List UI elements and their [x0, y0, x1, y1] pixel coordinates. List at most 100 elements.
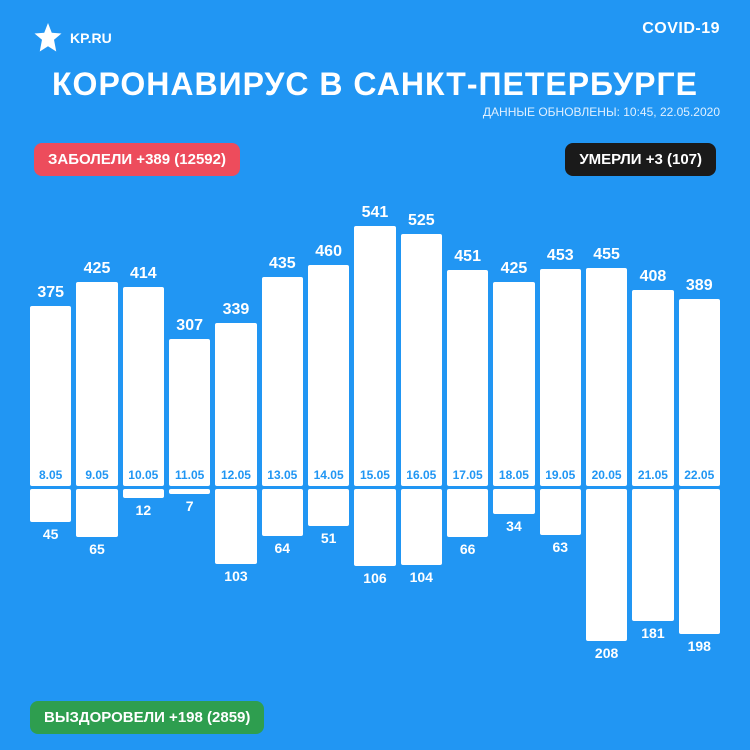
bar-infected-value: 455: [586, 246, 627, 264]
chart-column: 45117.0566: [447, 190, 488, 660]
bar-date-label: 17.05: [447, 468, 488, 482]
bar-infected: 40821.05: [632, 290, 673, 486]
bar-infected: 45117.05: [447, 270, 488, 486]
bar-infected: 42518.05: [493, 282, 534, 486]
bar-infected-value: 425: [76, 260, 117, 278]
bar-date-label: 20.05: [586, 468, 627, 482]
chart-column: 43513.0564: [262, 190, 303, 660]
chart-column: 52516.05104: [401, 190, 442, 660]
bar-recovered-value: 64: [262, 540, 303, 556]
chart-column: 45520.05208: [586, 190, 627, 660]
chart-column: 42518.0534: [493, 190, 534, 660]
bar-infected: 43513.05: [262, 277, 303, 486]
bar-recovered-value: 12: [123, 502, 164, 518]
bar-date-label: 22.05: [679, 468, 720, 482]
bar-recovered-value: 66: [447, 541, 488, 557]
bar-recovered: 7: [169, 489, 210, 494]
badge-recovered: ВЫЗДОРОВЕЛИ +198 (2859): [30, 701, 264, 734]
bar-infected: 46014.05: [308, 265, 349, 486]
infographic-container: KP.RU COVID-19 КОРОНАВИРУС В САНКТ-ПЕТЕР…: [0, 0, 750, 750]
chart-column: 54115.05106: [354, 190, 395, 660]
chart-column: 33912.05103: [215, 190, 256, 660]
bar-recovered: 181: [632, 489, 673, 621]
bar-date-label: 15.05: [354, 468, 395, 482]
bar-recovered: 65: [76, 489, 117, 536]
badge-infected: ЗАБОЛЕЛИ +389 (12592): [34, 143, 240, 176]
bar-recovered: 103: [215, 489, 256, 564]
bar-infected-value: 541: [354, 204, 395, 222]
bar-recovered: 12: [123, 489, 164, 498]
bar-infected: 45520.05: [586, 268, 627, 486]
bar-infected: 4259.05: [76, 282, 117, 486]
bar-recovered-value: 63: [540, 539, 581, 555]
header: KP.RU COVID-19: [30, 20, 720, 56]
bar-recovered-value: 51: [308, 530, 349, 546]
bar-recovered-value: 208: [586, 645, 627, 661]
bar-infected-value: 375: [30, 284, 71, 302]
chart-column: 46014.0551: [308, 190, 349, 660]
bar-infected-value: 389: [679, 277, 720, 295]
bar-recovered-value: 45: [30, 526, 71, 542]
bar-date-label: 18.05: [493, 468, 534, 482]
bar-recovered: 106: [354, 489, 395, 566]
bar-infected: 41410.05: [123, 287, 164, 486]
bar-infected-value: 425: [493, 260, 534, 278]
chart-column: 41410.0512: [123, 190, 164, 660]
bar-infected-value: 339: [215, 301, 256, 319]
bar-recovered: 34: [493, 489, 534, 514]
bar-infected: 30711.05: [169, 339, 210, 486]
bar-recovered: 51: [308, 489, 349, 526]
bar-date-label: 16.05: [401, 468, 442, 482]
bar-date-label: 9.05: [76, 468, 117, 482]
bar-infected-value: 451: [447, 248, 488, 266]
bar-infected-value: 460: [308, 243, 349, 261]
chart-column: 30711.057: [169, 190, 210, 660]
bar-date-label: 21.05: [632, 468, 673, 482]
bar-infected: 38922.05: [679, 299, 720, 486]
bar-infected-value: 435: [262, 255, 303, 273]
bar-recovered-value: 34: [493, 518, 534, 534]
badge-deaths: УМЕРЛИ +3 (107): [565, 143, 716, 176]
bar-recovered-value: 65: [76, 541, 117, 557]
updated-timestamp: ДАННЫЕ ОБНОВЛЕНЫ: 10:45, 22.05.2020: [30, 105, 720, 119]
bar-date-label: 10.05: [123, 468, 164, 482]
covid-label: COVID-19: [642, 20, 720, 38]
bar-infected-value: 307: [169, 317, 210, 335]
bar-infected: 33912.05: [215, 323, 256, 486]
page-title: КОРОНАВИРУС В САНКТ-ПЕТЕРБУРГЕ: [30, 66, 720, 103]
bar-infected-value: 525: [401, 212, 442, 230]
bar-date-label: 19.05: [540, 468, 581, 482]
bar-date-label: 8.05: [30, 468, 71, 482]
bar-date-label: 11.05: [169, 468, 210, 482]
chart-column: 3758.0545: [30, 190, 71, 660]
bar-infected: 54115.05: [354, 226, 395, 486]
bar-date-label: 14.05: [308, 468, 349, 482]
bar-recovered: 64: [262, 489, 303, 536]
chart-column: 40821.05181: [632, 190, 673, 660]
bar-recovered: 63: [540, 489, 581, 535]
chart-column: 4259.0565: [76, 190, 117, 660]
bar-recovered-value: 181: [632, 625, 673, 641]
bar-recovered: 66: [447, 489, 488, 537]
brand-logo: KP.RU: [30, 20, 112, 56]
badge-recovered-wrap: ВЫЗДОРОВЕЛИ +198 (2859): [30, 701, 264, 734]
bar-date-label: 13.05: [262, 468, 303, 482]
bar-chart: 3758.05454259.056541410.051230711.057339…: [30, 190, 720, 660]
bar-recovered-value: 198: [679, 638, 720, 654]
bar-recovered-value: 106: [354, 570, 395, 586]
bar-infected-value: 414: [123, 265, 164, 283]
stat-badges: ЗАБОЛЕЛИ +389 (12592) УМЕРЛИ +3 (107): [30, 143, 720, 176]
chart-column: 45319.0563: [540, 190, 581, 660]
bar-recovered: 104: [401, 489, 442, 565]
bar-recovered-value: 103: [215, 568, 256, 584]
bar-recovered: 198: [679, 489, 720, 634]
bar-infected: 45319.05: [540, 269, 581, 486]
star-icon: [30, 20, 66, 56]
bar-recovered: 208: [586, 489, 627, 641]
brand-name: KP.RU: [70, 31, 112, 45]
bar-infected: 52516.05: [401, 234, 442, 486]
bar-infected: 3758.05: [30, 306, 71, 486]
bar-infected-value: 408: [632, 268, 673, 286]
bar-date-label: 12.05: [215, 468, 256, 482]
bar-infected-value: 453: [540, 247, 581, 265]
